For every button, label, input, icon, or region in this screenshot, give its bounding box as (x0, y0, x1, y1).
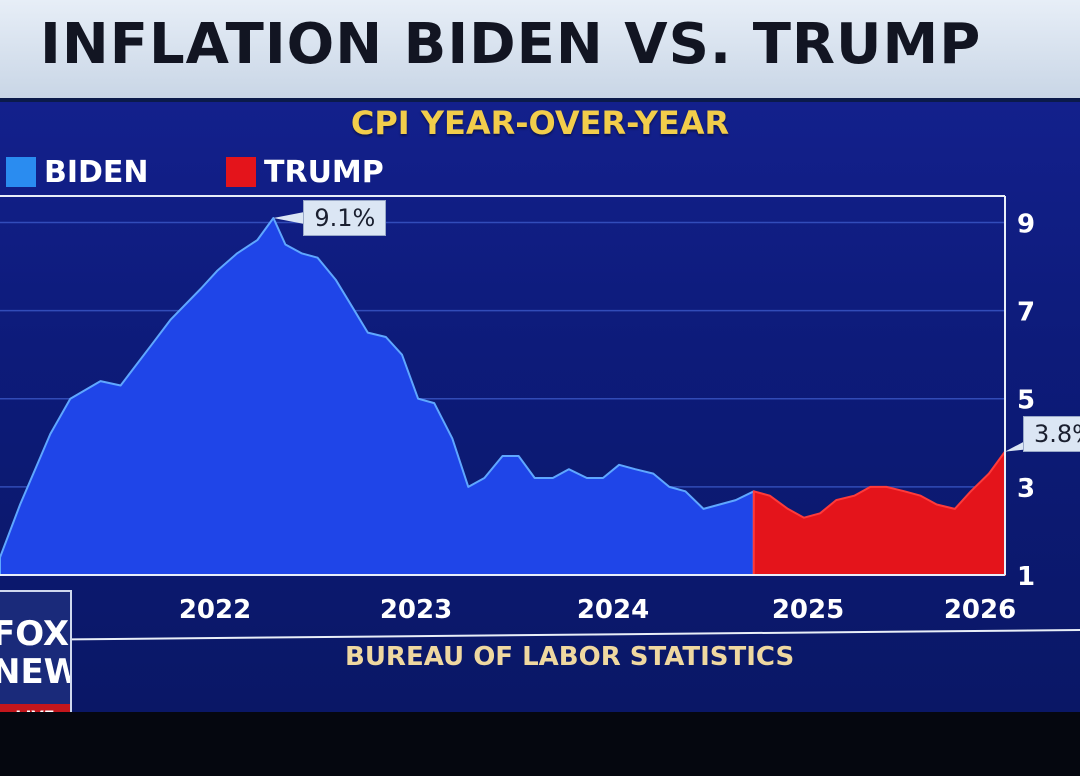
title-banner: INFLATION BIDEN VS. TRUMP (0, 0, 1080, 102)
screen-bezel (0, 712, 1080, 776)
axis-ticks: 1 3 5 7 9 2022 2023 2024 2025 2026 (179, 209, 1035, 625)
legend-item-biden: BIDEN (6, 152, 149, 192)
annotation-peak-callout: 9.1% (303, 200, 387, 237)
x-tick-label-2022: 2022 (179, 595, 251, 625)
series-areas (0, 217, 1006, 576)
callout-pointer-peak (273, 212, 305, 225)
legend-swatch-trump (226, 157, 256, 187)
legend-label-biden: BIDEN (44, 154, 149, 190)
series-area-trump (752, 450, 1006, 576)
network-logo: FOX NEWS LIVE (0, 590, 72, 732)
legend-label-trump: TRUMP (264, 154, 384, 190)
x-tick-label-2025: 2025 (772, 595, 844, 625)
chart-subtitle: CPI YEAR-OVER-YEAR (350, 104, 730, 142)
page-title: INFLATION BIDEN VS. TRUMP (40, 12, 982, 77)
y-tick-label-1: 1 (1017, 562, 1035, 592)
y-tick-label-5: 5 (1017, 386, 1035, 416)
legend-swatch-biden (6, 157, 36, 187)
y-tick-label-9: 9 (1017, 209, 1035, 239)
logo-line-2: NEWS (0, 652, 70, 692)
y-tick-label-7: 7 (1017, 298, 1035, 328)
x-tick-label-2024: 2024 (577, 595, 649, 625)
y-tick-label-3: 3 (1017, 474, 1035, 504)
axis-band-border (0, 629, 1080, 641)
x-tick-label-2023: 2023 (380, 595, 452, 625)
plot-frame (0, 195, 1080, 641)
annotation-latest-callout: 3.8% (1023, 415, 1080, 452)
callout-pointer-latest (1005, 441, 1024, 452)
logo-line-1: FOX (0, 614, 70, 654)
legend-item-trump: TRUMP (226, 152, 384, 192)
series-area-biden (0, 217, 755, 576)
source-label: BUREAU OF LABOR STATISTICS (345, 642, 795, 672)
x-tick-label-2026: 2026 (944, 595, 1016, 625)
